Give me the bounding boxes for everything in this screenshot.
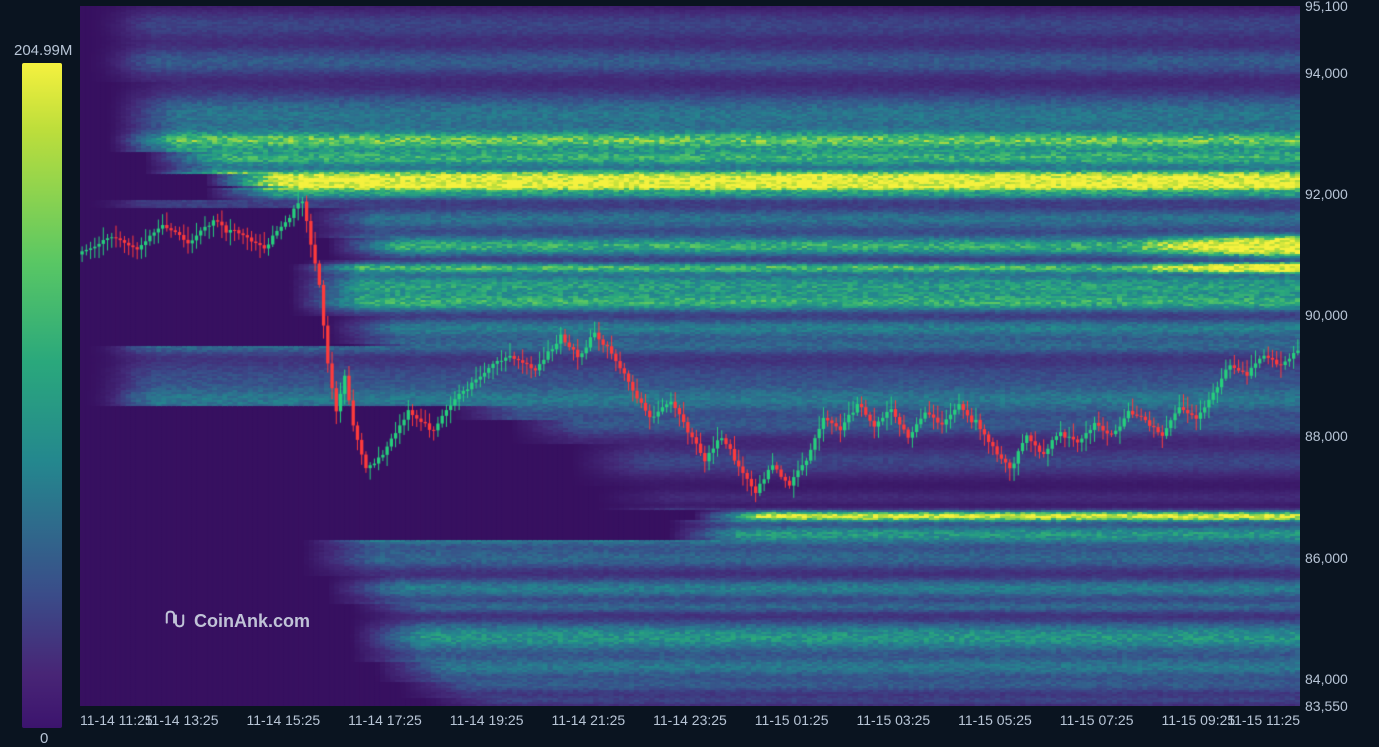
x-tick-label: 11-14 11:25 — [80, 712, 153, 728]
x-tick-label: 11-15 09:25 — [1161, 712, 1235, 728]
candlestick-canvas — [80, 6, 1300, 706]
legend-max-label: 204.99M — [14, 42, 72, 59]
x-tick-label: 11-15 11:25 — [1227, 712, 1300, 728]
y-tick-label: 84,000 — [1305, 671, 1348, 687]
y-axis: 95,10094,00092,00090,00088,00086,00084,0… — [1305, 6, 1377, 706]
x-tick-label: 11-14 23:25 — [653, 712, 727, 728]
x-tick-label: 11-15 07:25 — [1060, 712, 1134, 728]
watermark-text: CoinAnk.com — [194, 611, 310, 632]
y-tick-label: 92,000 — [1305, 186, 1348, 202]
logo-icon — [164, 608, 186, 635]
y-tick-label: 86,000 — [1305, 550, 1348, 566]
y-tick-label: 88,000 — [1305, 428, 1348, 444]
x-tick-label: 11-15 05:25 — [958, 712, 1032, 728]
x-tick-label: 11-14 13:25 — [145, 712, 219, 728]
legend-min-label: 0 — [40, 730, 48, 747]
x-tick-label: 11-14 17:25 — [348, 712, 422, 728]
chart-frame: 204.99M 0 95,100 94,000 92,000 90,000 88,000… — [0, 0, 1379, 747]
x-axis: 11-14 11:2511-14 13:25 11-14 15:25 11-14 1… — [80, 712, 1300, 742]
chart-plot-area[interactable] — [80, 6, 1300, 706]
x-tick-label: 11-15 03:25 — [856, 712, 930, 728]
x-tick-label: 11-15 01:25 — [755, 712, 829, 728]
y-tick-label: 95,100 — [1305, 0, 1348, 14]
x-tick-label: 11-14 21:25 — [551, 712, 625, 728]
y-tick-label: 83,550 — [1305, 698, 1348, 714]
legend-gradient-bar — [22, 63, 62, 728]
watermark: CoinAnk.com — [164, 608, 310, 635]
y-tick-label: 90,000 — [1305, 307, 1348, 323]
y-tick-label: 94,000 — [1305, 65, 1348, 81]
x-tick-label: 11-14 15:25 — [246, 712, 320, 728]
x-tick-label: 11-14 19:25 — [450, 712, 524, 728]
